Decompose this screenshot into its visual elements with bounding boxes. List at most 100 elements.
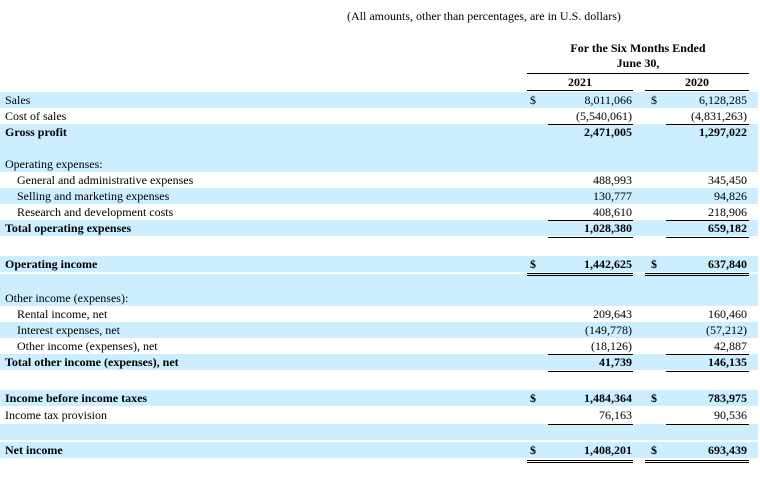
row-income-before-taxes: Income before income taxes $ 1,484,364 $… (0, 390, 758, 406)
underline (548, 354, 633, 355)
row-label: Operating income (5, 257, 98, 271)
value-2021: 41,739 (599, 355, 632, 369)
value-2021: 76,163 (599, 408, 632, 422)
row-label: Income before income taxes (5, 391, 148, 405)
band-spacer-2 (0, 274, 758, 290)
row-label: General and administrative expenses (17, 173, 194, 187)
row-other-income-heading: Other income (expenses): (0, 290, 758, 306)
band-gross-profit (0, 124, 758, 140)
value-2020: 218,906 (708, 205, 747, 219)
underline (548, 424, 633, 425)
band-income-before-taxes (0, 390, 758, 406)
dollar-sign: $ (651, 391, 657, 405)
value-2021: (18,126) (591, 339, 632, 353)
value-2020: 693,439 (708, 443, 747, 457)
band-selling (0, 188, 758, 204)
double-underline (645, 275, 749, 276)
value-2020: 6,128,285 (699, 93, 747, 107)
row-label: Other income (expenses), net (17, 339, 158, 353)
row-label: Sales (5, 93, 31, 107)
band-spacer-1 (0, 140, 758, 156)
row-label: Gross profit (5, 125, 67, 139)
row-label: Operating expenses: (5, 157, 103, 171)
row-interest-expenses: Interest expenses, net (149,778) (57,212… (0, 322, 758, 338)
row-total-operating-expenses: Total operating expenses 1,028,380 659,1… (0, 220, 758, 236)
row-label: Selling and marketing expenses (17, 189, 170, 203)
value-2020: 90,536 (714, 408, 747, 422)
value-2020: 783,975 (708, 391, 747, 405)
dollar-sign: $ (530, 257, 536, 271)
value-2021: 1,484,364 (584, 391, 632, 405)
value-2021: 1,028,380 (584, 221, 632, 235)
band-net-income (0, 442, 758, 458)
row-income-tax-provision: Income tax provision 76,163 90,536 (0, 407, 758, 423)
value-2020: (4,831,263) (691, 109, 747, 123)
band-sales (0, 92, 758, 108)
double-underline (645, 273, 749, 274)
value-2021: (5,540,061) (576, 109, 632, 123)
row-label: Rental income, net (17, 307, 108, 321)
band-operating-expenses (0, 156, 758, 172)
row-label: Interest expenses, net (17, 323, 120, 337)
band-other-income (0, 290, 758, 306)
value-2021: 8,011,066 (584, 93, 632, 107)
row-other-income-net: Other income (expenses), net (18,126) 42… (0, 338, 758, 354)
double-underline (645, 462, 749, 463)
dollar-sign: $ (651, 93, 657, 107)
value-2021: 408,610 (593, 205, 632, 219)
row-label: Research and development costs (17, 205, 174, 219)
band-interest (0, 322, 758, 338)
row-label: Net income (5, 443, 63, 457)
dollar-sign: $ (651, 257, 657, 271)
dollar-sign: $ (530, 93, 536, 107)
underline (548, 220, 633, 221)
year-2021-heading: 2021 (568, 75, 592, 89)
underline (666, 124, 749, 125)
row-net-income: Net income $ 1,408,201 $ 693,439 (0, 442, 758, 458)
band-total-opex (0, 220, 758, 236)
value-2021: (149,778) (585, 323, 632, 337)
dollar-sign: $ (530, 391, 536, 405)
value-2020: (57,212) (706, 323, 747, 337)
underline (666, 371, 749, 372)
period-heading-line1: For the Six Months Ended (570, 41, 706, 55)
value-2020: 42,887 (714, 339, 747, 353)
value-2020: 1,297,022 (699, 125, 747, 139)
row-label: Total other income (expenses), net (5, 355, 179, 369)
row-label: Cost of sales (5, 109, 67, 123)
row-rental-income: Rental income, net 209,643 160,460 (0, 306, 758, 322)
double-underline (527, 273, 633, 274)
value-2021: 488,993 (593, 173, 632, 187)
row-label: Income tax provision (5, 408, 107, 422)
row-total-other-income: Total other income (expenses), net 41,73… (0, 354, 758, 370)
underline (666, 220, 749, 221)
band-total-other (0, 354, 758, 370)
row-operating-expenses-heading: Operating expenses: (0, 156, 758, 172)
row-gross-profit: Gross profit 2,471,005 1,297,022 (0, 124, 758, 140)
dollar-sign: $ (651, 443, 657, 457)
underline (666, 424, 749, 425)
value-2021: 1,442,625 (584, 257, 632, 271)
underline (548, 371, 633, 372)
band-spacer-3 (0, 424, 758, 440)
year-2020-underline (645, 90, 749, 91)
band-operating-income (0, 256, 758, 272)
row-research-development: Research and development costs 408,610 2… (0, 204, 758, 220)
row-sales: Sales $ 8,011,066 $ 6,128,285 (0, 92, 758, 108)
value-2021: 1,408,201 (584, 443, 632, 457)
value-2020: 146,135 (708, 355, 747, 369)
value-2021: 130,777 (593, 189, 632, 203)
value-2021: 2,471,005 (584, 125, 632, 139)
row-selling-marketing: Selling and marketing expenses 130,777 9… (0, 188, 758, 204)
value-2020: 659,182 (708, 221, 747, 235)
double-underline (645, 460, 749, 461)
dollar-sign: $ (530, 443, 536, 457)
double-underline (527, 460, 633, 461)
value-2020: 345,450 (708, 173, 747, 187)
underline (548, 237, 633, 238)
underline (548, 124, 633, 125)
row-label: Other income (expenses): (5, 291, 129, 305)
row-cost-of-sales: Cost of sales (5,540,061) (4,831,263) (0, 108, 758, 124)
double-underline (527, 462, 633, 463)
underline (666, 354, 749, 355)
